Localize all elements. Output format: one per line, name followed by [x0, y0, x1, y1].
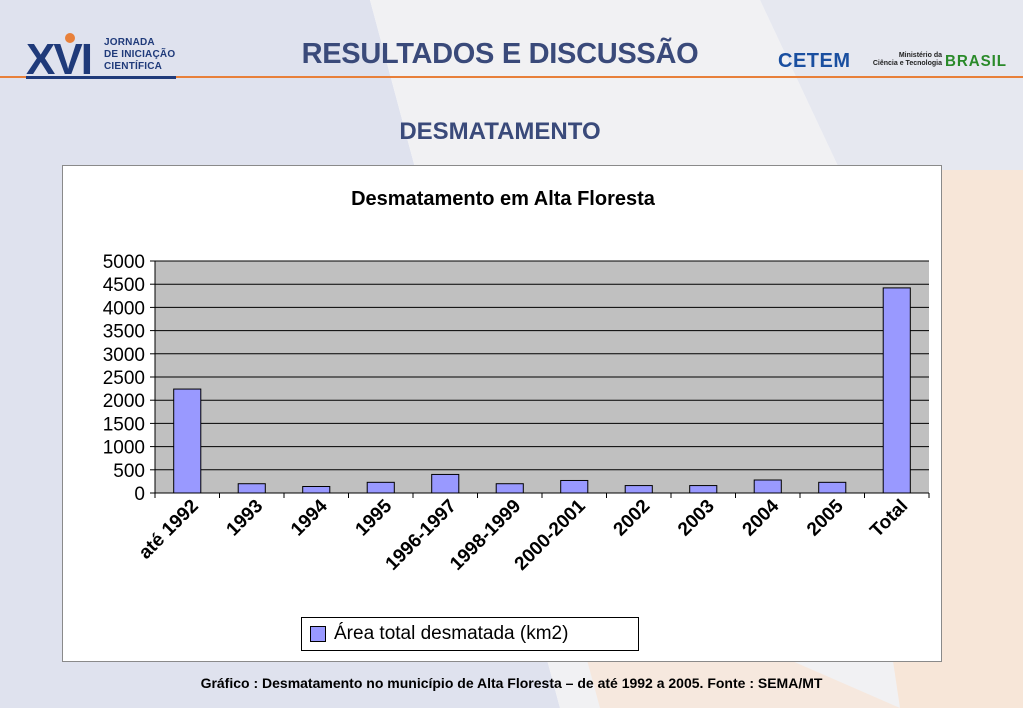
xvi-logo-underline — [26, 76, 176, 79]
x-tick-label: 1994 — [287, 495, 332, 540]
section-title: DESMATAMENTO — [399, 118, 601, 145]
chart-title: Desmatamento em Alta Floresta — [351, 188, 655, 210]
y-tick-label: 500 — [113, 461, 145, 482]
bar — [302, 486, 331, 494]
bar — [689, 485, 718, 494]
y-tick-label: 4500 — [103, 275, 145, 296]
legend-swatch — [310, 626, 326, 642]
chart-container: Desmatamento em Alta Floresta 0 500 1000 15… — [62, 165, 942, 662]
bar — [173, 388, 202, 494]
y-tick-label: 1000 — [103, 438, 145, 459]
slide-title: RESULTADOS E DISCUSSÃO — [301, 38, 699, 70]
y-tick-label: 2000 — [103, 391, 145, 412]
x-tick-label: 2005 — [803, 495, 848, 540]
svg-text:XVI: XVI — [26, 35, 91, 78]
x-tick-label: 2004 — [739, 495, 784, 540]
bar — [560, 479, 589, 494]
y-tick-label: 4000 — [103, 298, 145, 319]
svg-text:BRASIL: BRASIL — [945, 53, 1007, 70]
header-divider — [0, 76, 1023, 78]
legend-label: Área total desmatada (km2) — [334, 623, 569, 644]
bar — [624, 485, 653, 494]
bar — [237, 483, 266, 494]
bar — [495, 483, 524, 494]
x-tick-label: 1995 — [352, 495, 397, 540]
xvi-logo-icon: XVI — [26, 33, 93, 78]
x-tick-label: 2003 — [674, 496, 719, 541]
bar — [431, 473, 460, 494]
y-tick-label: 1500 — [103, 414, 145, 435]
bar — [753, 479, 782, 494]
x-tick-label: Total — [866, 496, 912, 542]
bar — [882, 287, 911, 494]
y-tick-label: 0 — [134, 484, 145, 505]
y-tick-label: 2500 — [103, 368, 145, 389]
y-tick-label: 3000 — [103, 345, 145, 366]
x-tick-label: 1993 — [223, 496, 268, 541]
chart-legend: Área total desmatada (km2) — [301, 617, 639, 651]
x-tick-label: até 1992 — [135, 496, 203, 564]
y-tick-label: 3500 — [103, 322, 145, 343]
cetem-logo: CETEM — [778, 50, 851, 72]
x-tick-label: 2002 — [610, 496, 655, 541]
xvi-logo-text: JORNADA DE INICIAÇÃO CIENTÍFICA — [104, 37, 176, 72]
x-tick-label: 2000-2001 — [511, 495, 590, 574]
y-tick-label: 5000 — [103, 252, 145, 273]
bar — [366, 481, 395, 494]
figure-caption: Gráfico : Desmatamento no município de A… — [200, 675, 823, 691]
bar — [818, 481, 847, 494]
brasil-logo: BRASIL — [945, 53, 1007, 70]
ministry-label: Ministério da Ciência e Tecnologia — [872, 52, 942, 67]
